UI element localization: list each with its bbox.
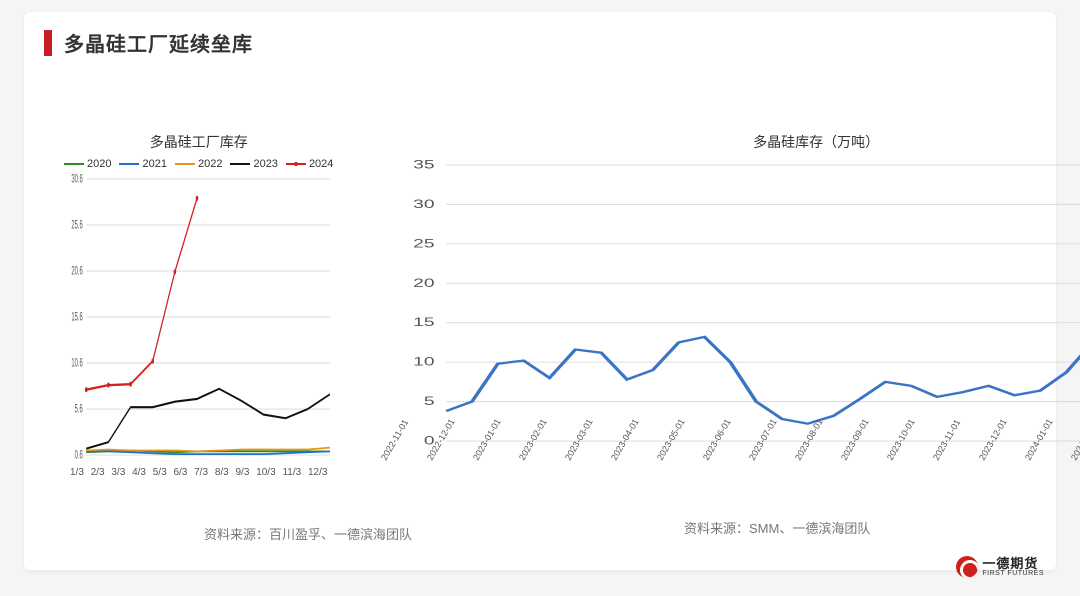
chart2-xlabels: 2022-11-012022-12-012023-01-012023-02-01… [373, 453, 1080, 509]
brand-logo: 一德期货 FIRST FUTURES [956, 556, 1044, 578]
chart-factory-inventory: 多晶硅工厂库存 20202021202220232024 0.6 5.6 10.6 1… [64, 132, 333, 472]
svg-text:30: 30 [414, 198, 436, 210]
svg-text:25.6: 25.6 [71, 218, 82, 231]
chart1-xlabels: 1/32/33/34/35/36/37/38/39/310/311/312/3 [64, 467, 333, 478]
logo-cn: 一德期货 [982, 557, 1044, 570]
page-title-bar: 多晶硅工厂延续垒库 [44, 28, 253, 57]
svg-text:25: 25 [414, 238, 436, 250]
svg-text:15: 15 [414, 317, 436, 329]
svg-text:10.6: 10.6 [71, 356, 82, 369]
logo-icon [956, 556, 978, 578]
chart2-title: 多晶硅库存（万吨） [373, 132, 1080, 152]
svg-text:15.6: 15.6 [71, 310, 82, 323]
chart2-plot: 05101520253035 [373, 158, 1080, 448]
title-accent [44, 30, 52, 56]
chart2-source: 资料来源：SMM、一德滨海团队 [684, 518, 870, 537]
svg-text:20: 20 [414, 277, 436, 289]
svg-text:0.6: 0.6 [75, 448, 83, 461]
chart-stock-tons: 多晶硅库存（万吨） 05101520253035 2022-11-012022-… [373, 132, 1080, 472]
svg-text:30.6: 30.6 [71, 172, 82, 185]
page-title: 多晶硅工厂延续垒库 [64, 28, 253, 57]
chart1-title: 多晶硅工厂库存 [64, 132, 333, 152]
chart1-plot: 0.6 5.6 10.6 15.6 20.6 25.6 30.6 [64, 172, 333, 462]
svg-text:20.6: 20.6 [71, 264, 82, 277]
chart1-legend: 20202021202220232024 [64, 158, 333, 170]
svg-text:10: 10 [414, 356, 436, 368]
svg-text:5: 5 [424, 396, 435, 408]
svg-text:35: 35 [414, 159, 436, 171]
charts-row: 多晶硅工厂库存 20202021202220232024 0.6 5.6 10.6 1… [64, 132, 1016, 472]
svg-text:5.6: 5.6 [75, 402, 83, 415]
logo-en: FIRST FUTURES [982, 570, 1044, 577]
content-card: 多晶硅工厂延续垒库 多晶硅工厂库存 20202021202220232024 0… [24, 12, 1056, 570]
chart1-source: 资料来源：百川盈孚、一德滨海团队 [204, 524, 412, 543]
